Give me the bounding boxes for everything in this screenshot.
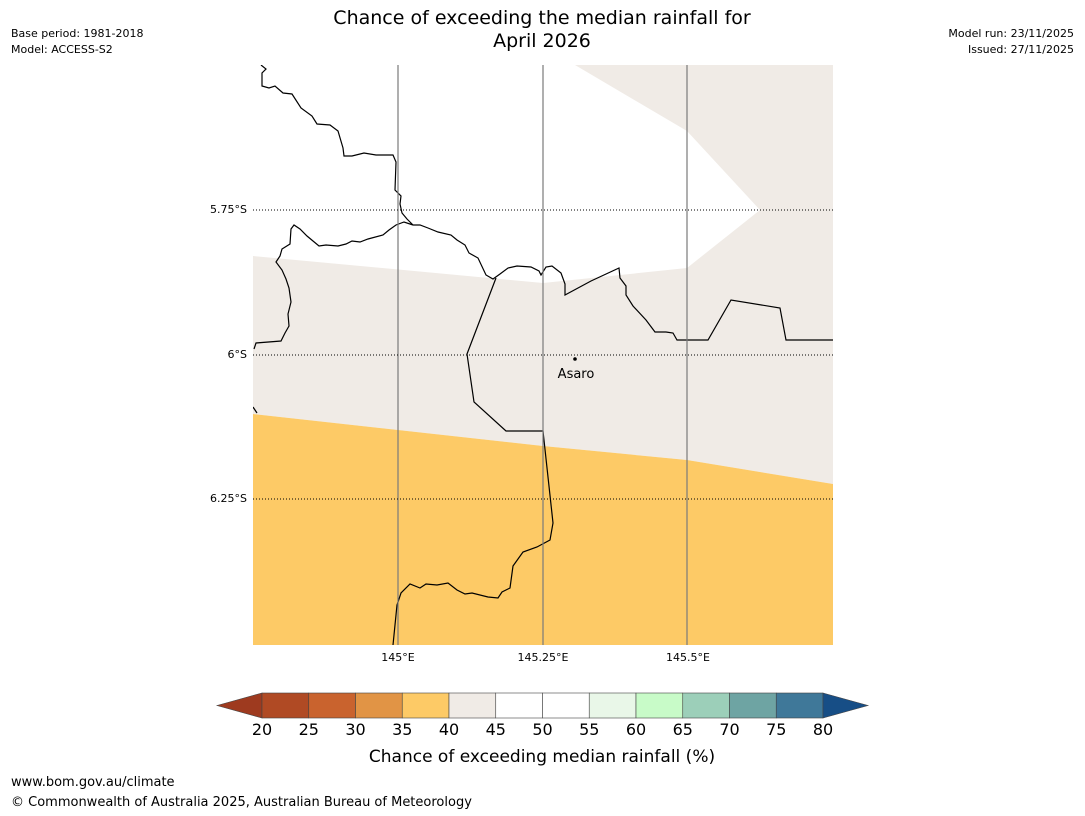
lat-label-6-25: 6.25°S: [210, 492, 247, 505]
place-label-asaro: Asaro: [558, 367, 595, 382]
colorbar-cell-25-30: [308, 692, 356, 719]
colorbar-tick-60: 60: [626, 720, 646, 739]
colorbar-tick-65: 65: [673, 720, 693, 739]
asaro-marker: [573, 357, 577, 361]
colorbar-cell-65-70: [682, 692, 730, 719]
model-text: Model: ACCESS-S2: [11, 43, 113, 56]
colorbar-extend-low: [215, 692, 263, 719]
colorbar-cell-70-75: [729, 692, 777, 719]
model-run-text: Model run: 23/11/2025: [948, 27, 1074, 40]
colorbar-cell-60-65: [635, 692, 684, 719]
colorbar-title: Chance of exceeding median rainfall (%): [369, 747, 715, 767]
colorbar-tick-70: 70: [719, 720, 739, 739]
colorbar-tick-80: 80: [813, 720, 833, 739]
colorbar-legend: 20 25 30 35 40 45 50 55 60 65 70 75 80 Chance of exc…: [215, 692, 870, 767]
colorbar-cell-55-60: [588, 692, 637, 719]
metadata-left: Base period: 1981-2018 Model: ACCESS-S2: [11, 26, 143, 58]
title-line-2: April 2026: [493, 30, 591, 52]
lat-label-5-75: 5.75°S: [210, 203, 247, 216]
colorbar-tick-75: 75: [766, 720, 786, 739]
lon-label-145-5: 145.5°E: [666, 651, 710, 664]
latitude-gridlines: [253, 209, 833, 500]
map-title: Chance of exceeding the median rainfall …: [242, 7, 842, 53]
colorbar-tick-25: 25: [299, 720, 319, 739]
forecast-map: Asaro 5.75°S 6°S 6.25°S 145°E 145.25°E 1…: [210, 65, 833, 664]
colorbar-tick-20: 20: [252, 720, 272, 739]
colorbar-cell-45-50: [495, 692, 543, 719]
title-line-1: Chance of exceeding the median rainfall …: [333, 7, 751, 29]
lat-label-6: 6°S: [228, 348, 247, 361]
metadata-right: Model run: 23/11/2025 Issued: 27/11/2025: [948, 26, 1074, 58]
colorbar-cell-20-25: [261, 692, 310, 719]
colorbar-extend-high: [822, 692, 870, 719]
lon-label-145-25: 145.25°E: [518, 651, 569, 664]
colorbar-cell-30-35: [355, 692, 403, 719]
issued-text: Issued: 27/11/2025: [967, 43, 1074, 56]
longitude-axis-labels: 145°E 145.25°E 145.5°E: [381, 651, 710, 664]
colorbar-tick-45: 45: [486, 720, 506, 739]
colorbar-cell-35-40: [401, 692, 450, 719]
footer-url: www.bom.gov.au/climate: [11, 775, 175, 790]
colorbar-tick-50: 50: [532, 720, 552, 739]
colorbar-tick-35: 35: [392, 720, 412, 739]
colorbar-cell-50-55: [542, 692, 590, 719]
colorbar-tick-30: 30: [345, 720, 365, 739]
colorbar-cell-40-45: [448, 692, 497, 719]
lon-label-145: 145°E: [381, 651, 414, 664]
colorbar-cells: [215, 692, 870, 719]
footer-copyright: © Commonwealth of Australia 2025, Austra…: [11, 795, 472, 810]
colorbar-tick-55: 55: [579, 720, 599, 739]
base-period-text: Base period: 1981-2018: [11, 27, 144, 40]
colorbar-tick-labels: 20 25 30 35 40 45 50 55 60 65 70 75 80: [252, 720, 833, 739]
latitude-axis-labels: 5.75°S 6°S 6.25°S: [210, 203, 247, 505]
colorbar-cell-75-80: [775, 692, 824, 719]
colorbar-tick-40: 40: [439, 720, 459, 739]
